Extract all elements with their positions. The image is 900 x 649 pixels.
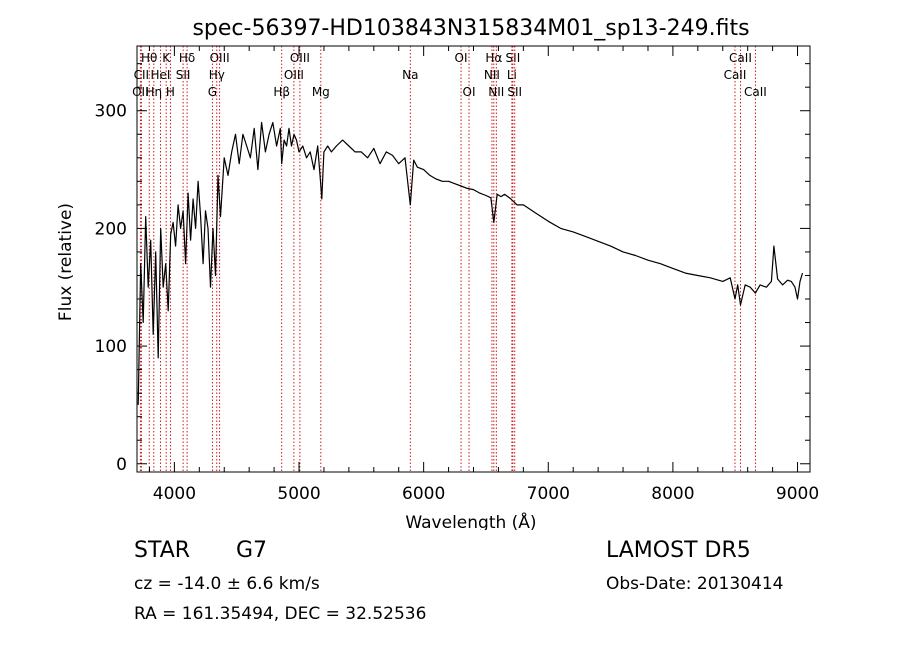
x-tick-label-2: 6000 xyxy=(402,484,445,504)
line-marker-label-g-21: G xyxy=(208,85,217,99)
line-marker-layer: Hθ K Hδ OIII OIII OI Hα SII CaII CII HeI SII Hγ OIII N… xyxy=(132,46,767,472)
line-marker-label-h-12: Hγ xyxy=(209,68,225,82)
line-marker-label-sii-7: SII xyxy=(506,51,521,65)
x-tick-label-1: 5000 xyxy=(277,484,320,504)
line-marker-label-mg-23: Mg xyxy=(312,85,330,99)
line-marker-label-h-0: Hθ xyxy=(141,51,157,65)
spectrum-chart: spec-56397-HD103843N315834M01_sp13-249.f… xyxy=(56,16,819,530)
x-tick-label-0: 4000 xyxy=(153,484,196,504)
line-marker-label-oiii-4: OIII xyxy=(290,51,310,65)
ra-dec: RA = 161.35494, DEC = 32.52536 xyxy=(134,604,427,624)
y-tick-label-1: 100 xyxy=(95,337,127,357)
line-marker-label-nii-25: NII xyxy=(488,85,504,99)
y-tick-label-2: 200 xyxy=(95,219,127,239)
y-tick-label-3: 300 xyxy=(95,102,127,122)
x-tick-label-3: 7000 xyxy=(527,484,570,504)
line-marker-label-caii-17: CaII xyxy=(724,68,747,82)
redshift-cz: cz = -14.0 ± 6.6 km/s xyxy=(134,574,320,594)
line-marker-label-oiii-3: OIII xyxy=(210,51,230,65)
line-marker-label-nii-15: NII xyxy=(484,68,500,82)
chart-title: spec-56397-HD103843N315834M01_sp13-249.f… xyxy=(192,16,749,41)
y-axis-label: Flux (relative) xyxy=(56,203,76,321)
line-marker-label-oiii-13: OIII xyxy=(284,68,304,82)
line-marker-label-h-6: Hα xyxy=(485,51,502,65)
x-tick-label-4: 8000 xyxy=(651,484,694,504)
axis-layer: 4000 5000 6000 7000 8000 9000 0 100 200 300 xyxy=(95,46,819,504)
line-marker-label-li-16: Li xyxy=(507,68,517,82)
line-marker-label-na-14: Na xyxy=(402,68,418,82)
x-axis-label: Wavelength (Å) xyxy=(405,511,536,530)
plot-frame xyxy=(136,45,811,473)
y-tick-label-0: 0 xyxy=(116,455,127,475)
line-marker-label-h-20: H xyxy=(166,85,175,99)
line-marker-label-oi-5: OI xyxy=(455,51,468,65)
line-marker-label-h-2: Hδ xyxy=(179,51,195,65)
line-marker-label-sii-26: SII xyxy=(507,85,522,99)
line-marker-label-h-22: Hβ xyxy=(273,85,290,99)
survey-name: LAMOST DR5 xyxy=(606,538,751,563)
object-subclass: G7 xyxy=(236,538,268,563)
line-marker-label-oi-24: OI xyxy=(463,85,476,99)
line-marker-label-sii-11: SII xyxy=(176,68,191,82)
line-marker-label-cii-9: CII xyxy=(134,68,149,82)
object-class: STAR xyxy=(134,538,191,563)
line-marker-label-caii-27: CaII xyxy=(744,85,767,99)
line-marker-label-oii-18: OII xyxy=(132,85,149,99)
line-marker-label-h-19: Hη xyxy=(146,85,163,99)
spectrum-layer xyxy=(137,121,804,405)
spectrum-line xyxy=(137,121,804,405)
x-tick-label-5: 9000 xyxy=(776,484,819,504)
obs-date: Obs-Date: 20130414 xyxy=(606,574,784,594)
line-marker-label-k-1: K xyxy=(162,51,171,65)
line-marker-label-hei-10: HeI xyxy=(150,68,170,82)
line-marker-label-caii-8: CaII xyxy=(729,51,752,65)
